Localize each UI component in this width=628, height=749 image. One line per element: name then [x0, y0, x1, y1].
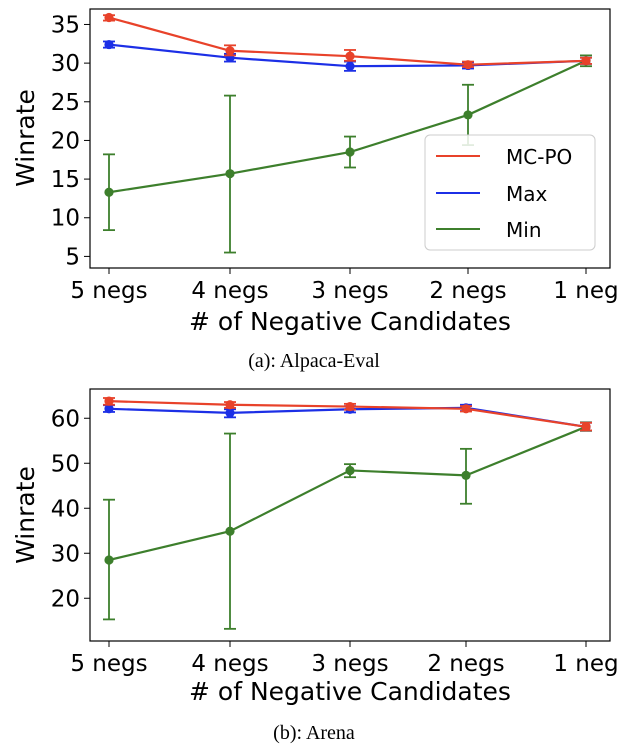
caption-b: (b): Arena	[273, 722, 355, 744]
plot-frame	[89, 388, 611, 642]
series-layer	[103, 12, 592, 254]
legend-label-min: Min	[506, 218, 542, 242]
y-axis-label: Winrate	[11, 466, 40, 564]
y-tick-label: 5	[65, 244, 80, 270]
x-axis: 5 negs 4 negs 3 negs 2 negs 1 neg	[70, 268, 619, 304]
chart-arena: 20 30 40 50 60 5 negs 4 negs 3 negs 2 negs 1 neg…	[11, 388, 619, 744]
data-point-min	[463, 110, 473, 120]
data-point-mc-po	[463, 60, 473, 70]
x-tick-label: 3 negs	[311, 278, 388, 304]
data-point-min	[225, 169, 235, 179]
x-tick-label: 2 negs	[429, 278, 506, 304]
data-point-max	[225, 408, 235, 418]
y-tick-label: 60	[51, 406, 80, 432]
x-tick-label: 4 negs	[191, 651, 268, 677]
data-point-mc-po	[581, 56, 591, 66]
data-point-min	[345, 465, 355, 476]
data-point-mc-po	[581, 422, 591, 432]
caption-a: (a): Alpaca-Eval	[248, 350, 380, 372]
y-tick-label: 30	[51, 51, 80, 77]
legend-box	[424, 134, 596, 251]
y-tick-label: 50	[51, 451, 80, 477]
y-tick-label: 10	[51, 206, 80, 232]
series-line-min	[108, 425, 587, 562]
y-tick-label: 40	[51, 496, 80, 522]
y-tick-label: 20	[51, 586, 80, 612]
data-point-min	[225, 526, 235, 536]
legend: MC-PO Max Min	[424, 134, 596, 251]
data-point-min	[104, 187, 114, 197]
x-tick-label: 5 negs	[70, 278, 147, 304]
legend-label-max: Max	[506, 182, 548, 206]
y-tick-label: 20	[51, 128, 80, 154]
data-point-min	[104, 555, 114, 565]
x-tick-label: 2 negs	[427, 651, 504, 677]
x-tick-label: 5 negs	[70, 651, 147, 677]
y-axis: 5 10 15 20 25 30 35	[51, 12, 90, 270]
chart-alpaca-eval: 5 10 15 20 25 30 35 5 negs 4 negs 3 negs 2 negs 1 …	[11, 8, 619, 372]
data-point-mc-po	[345, 401, 355, 412]
y-axis: 20 30 40 50 60	[51, 406, 90, 612]
x-axis-label: # of Negative Candidates	[189, 307, 511, 336]
x-tick-label: 4 negs	[191, 278, 268, 304]
data-point-mc-po	[104, 396, 114, 406]
data-point-mc-po	[104, 12, 114, 23]
y-axis-label: Winrate	[11, 89, 40, 187]
x-tick-label: 3 negs	[311, 651, 388, 677]
x-axis-label: # of Negative Candidates	[189, 677, 511, 706]
data-point-max	[104, 39, 114, 50]
data-point-max	[345, 61, 355, 71]
data-point-max	[104, 404, 114, 414]
series-layer	[103, 396, 592, 630]
data-point-min	[345, 147, 355, 157]
data-point-min	[461, 470, 471, 480]
x-tick-label: 1 neg	[553, 651, 618, 677]
y-tick-label: 35	[51, 12, 80, 38]
data-point-mc-po	[345, 51, 355, 61]
data-point-mc-po	[225, 400, 235, 410]
x-axis: 5 negs 4 negs 3 negs 2 negs 1 neg	[70, 641, 619, 677]
data-point-mc-po	[461, 404, 471, 414]
data-point-mc-po	[225, 46, 235, 56]
x-tick-label: 1 neg	[553, 278, 618, 304]
y-tick-label: 25	[51, 90, 80, 116]
y-tick-label: 15	[51, 167, 80, 193]
legend-label-mc-po: MC-PO	[506, 145, 572, 169]
y-tick-label: 30	[51, 541, 80, 567]
